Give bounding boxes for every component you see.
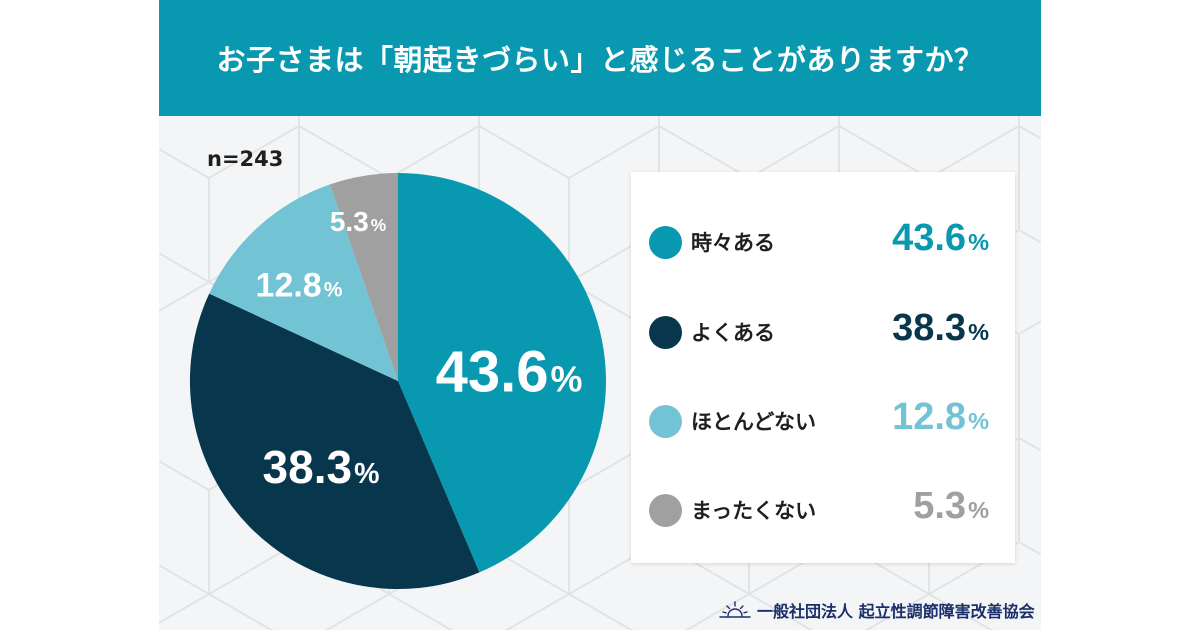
legend-value-unit: % [968,497,989,523]
legend-value-number: 12.8 [892,396,967,438]
pie-slice-sometimes [398,173,606,573]
chart-title: お子さまは「朝起きづらい」と感じることがありますか？ [216,43,984,77]
pie-label-unit: % [323,278,343,302]
pie-label-never: 5.3% [330,206,386,238]
legend-value-unit: % [968,319,989,345]
legend-item-often: よくある 38.3% [631,307,1015,357]
pie-label-rarely: 12.8% [256,267,343,306]
pie-label-unit: % [354,458,380,490]
legend-color-dot-icon [649,494,682,527]
pie-label-value: 5.3 [329,206,369,237]
sunrise-icon [719,601,751,618]
legend-value-unit: % [968,229,989,255]
legend-value-number: 5.3 [913,485,967,527]
legend-value: 12.8% [892,396,989,439]
title-bar: お子さまは「朝起きづらい」と感じることがありますか？ [159,0,1041,116]
pie-chart [189,172,606,590]
pie-slice-rarely [209,184,398,381]
pie-slice-often [189,293,480,590]
legend-item-sometimes: 時々ある 43.6% [631,217,1015,267]
legend-color-dot-icon [649,405,682,438]
legend-value: 43.6% [892,217,989,260]
pie-slice-never [330,172,398,381]
chart-card: お子さまは「朝起きづらい」と感じることがありますか？ n=243 43.6% 3… [159,0,1041,630]
sample-size-label: n=243 [207,147,284,171]
pie-label-unit: % [550,358,583,400]
legend-label: よくある [691,321,775,345]
legend-value-number: 43.6 [892,217,967,259]
legend-label: 時々ある [691,231,775,255]
organization-name: 一般社団法人 起立性調節障害改善協会 [757,602,1035,621]
chart-legend: 時々ある 43.6% よくある 38.3% ほとんどない 12.8% まったくな… [631,172,1015,563]
pie-label-value: 12.8 [255,266,322,305]
legend-item-rarely: ほとんどない 12.8% [631,396,1015,446]
legend-value: 38.3% [892,307,989,350]
legend-color-dot-icon [649,316,682,349]
legend-value-number: 38.3 [892,307,967,349]
pie-label-unit: % [370,215,387,235]
legend-item-never: まったくない 5.3% [631,485,1015,535]
legend-value-unit: % [968,408,989,434]
pie-label-often: 38.3% [263,440,380,494]
legend-label: まったくない [691,499,817,523]
pie-label-value: 43.6 [435,339,549,405]
pie-label-sometimes: 43.6% [436,339,583,406]
legend-value: 5.3% [913,485,989,528]
legend-label: ほとんどない [691,410,816,434]
pie-label-value: 38.3 [262,441,353,493]
organization-credit: 一般社団法人 起立性調節障害改善協会 [719,598,1035,622]
legend-color-dot-icon [649,226,682,259]
